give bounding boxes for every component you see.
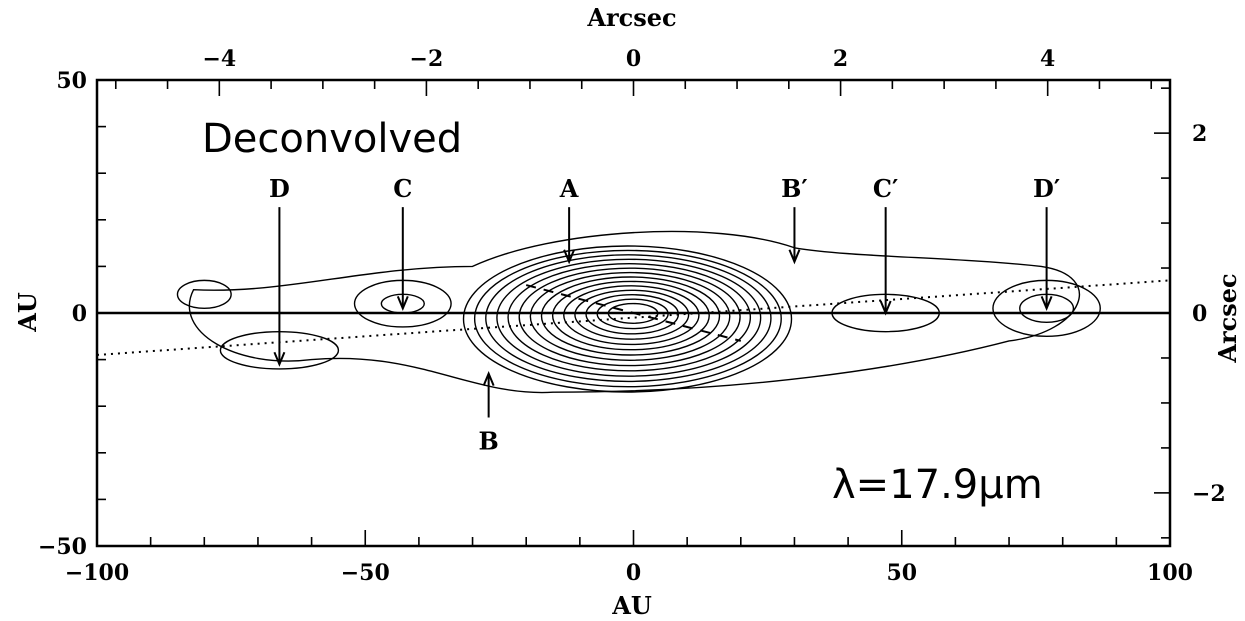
arrow-head [1040, 295, 1053, 311]
right-tick-label: −2 [1192, 481, 1226, 507]
contour-level [473, 249, 782, 388]
arrow-head [788, 249, 801, 265]
feature-label: C′ [873, 174, 898, 203]
contour-level [563, 285, 700, 346]
contour-level [574, 289, 690, 340]
x-axis-label-bottom: AU [611, 591, 652, 620]
contour-level [485, 254, 772, 383]
right-tick-label: 0 [1192, 301, 1207, 327]
right-tick-label: 2 [1192, 121, 1207, 147]
feature-label: D [269, 174, 290, 203]
dotted-line [96, 279, 1171, 356]
y-tick-label: 0 [72, 301, 87, 327]
top-tick-label: 0 [626, 46, 641, 72]
y-tick-label: 50 [56, 68, 87, 94]
top-tick-label: −2 [410, 46, 444, 72]
feature-label: C [393, 174, 412, 203]
contour-level [551, 280, 710, 351]
arrow-head [273, 351, 286, 367]
x-tick-label: 50 [886, 560, 917, 586]
y-axis-label-right: Arcsec [1213, 273, 1242, 363]
y-tick-label: −50 [38, 534, 87, 560]
arrow-head [563, 249, 576, 265]
x-tick-label: 0 [626, 560, 641, 586]
contour-level [462, 245, 793, 393]
feature-label: B′ [781, 174, 808, 203]
contour-level [518, 267, 741, 367]
contour-blob [176, 279, 232, 310]
top-tick-label: −4 [202, 46, 236, 72]
contour-level [529, 271, 731, 361]
feature-label: D′ [1033, 174, 1060, 203]
wavelength-label: λ=17.9μm [832, 462, 1043, 508]
arrow-head [396, 295, 409, 311]
x-tick-label: −50 [341, 560, 390, 586]
y-axis-label-left: AU [13, 292, 42, 333]
feature-label: A [559, 174, 579, 203]
x-axis-label-top: Arcsec [586, 3, 676, 32]
x-tick-label: 100 [1147, 560, 1193, 586]
top-tick-label: 2 [833, 46, 848, 72]
x-tick-label: −100 [65, 560, 129, 586]
panel-label: Deconvolved [202, 116, 462, 162]
feature-markers: D C A B′ C′ D′ B [269, 174, 1060, 455]
contour-level [496, 258, 762, 377]
feature-label: B [478, 427, 498, 456]
top-tick-label: 4 [1040, 46, 1055, 72]
contour-level [540, 276, 721, 356]
arrow-head [879, 300, 892, 316]
contour-level [507, 263, 752, 372]
arrow-head [482, 370, 495, 386]
